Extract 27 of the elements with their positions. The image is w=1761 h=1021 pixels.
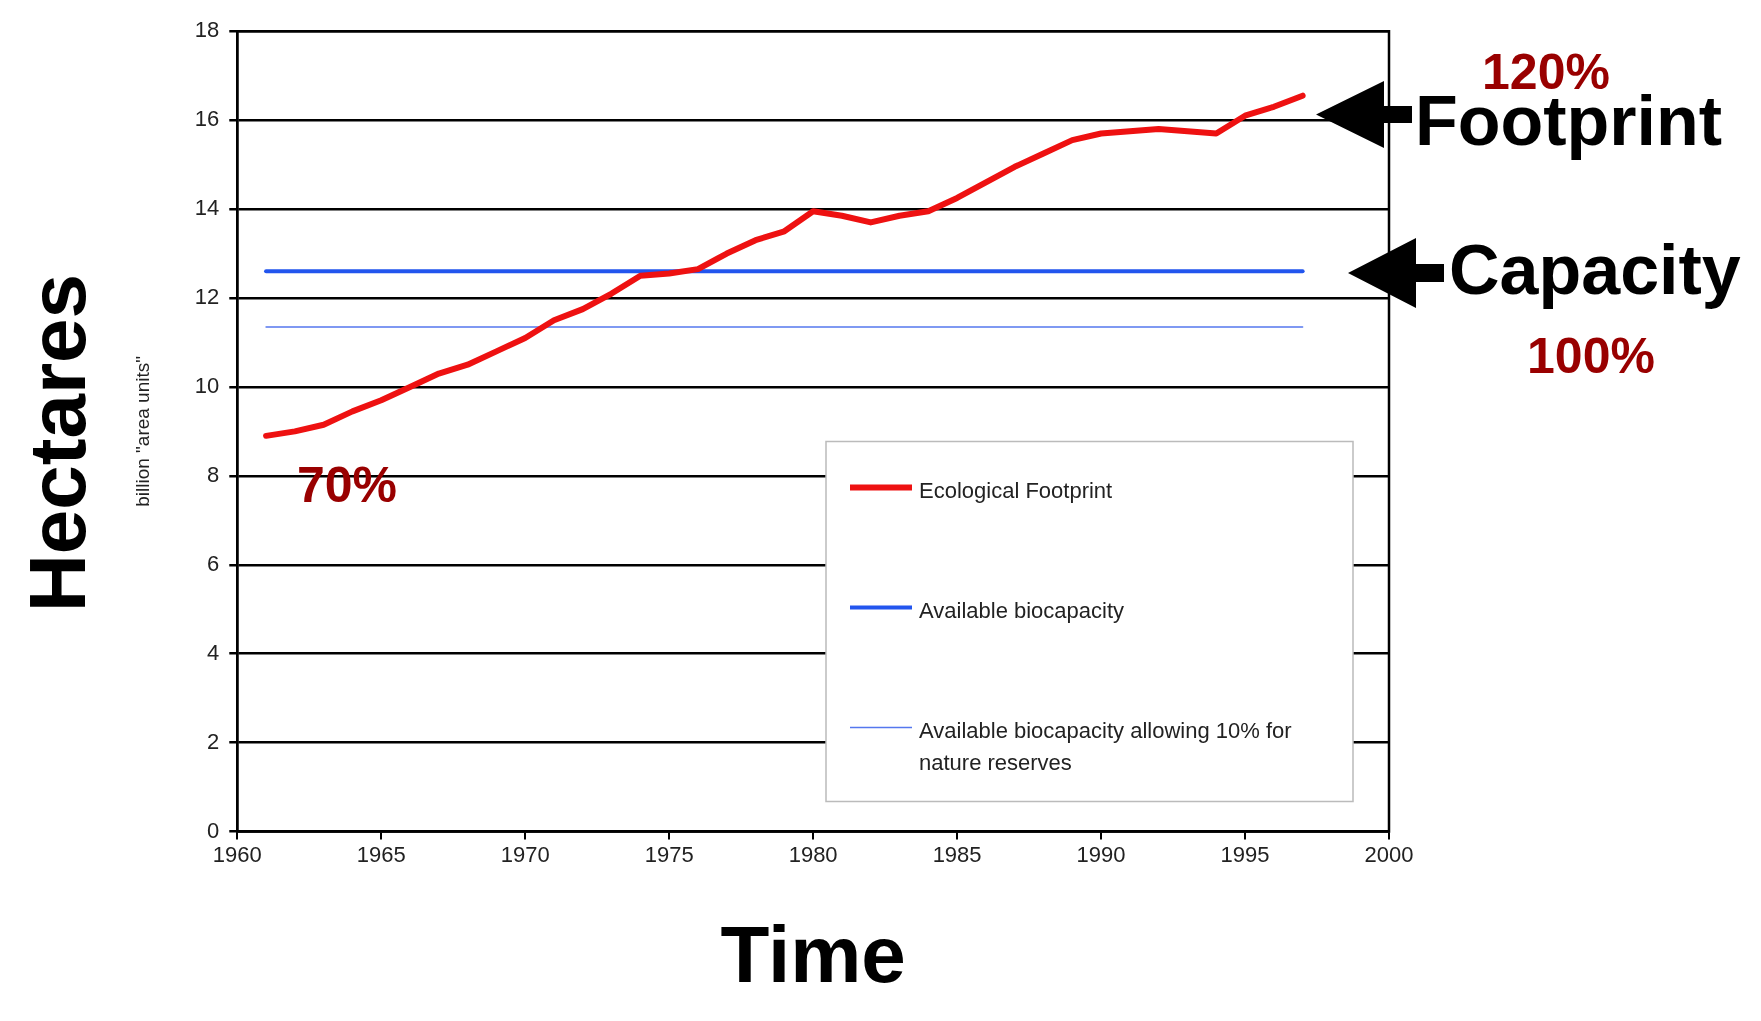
y-tick-label: 12 — [194, 284, 220, 310]
y-tick-label: 6 — [207, 550, 220, 576]
x-tick-label: 1995 — [1220, 841, 1270, 867]
text: Capacity — [1449, 231, 1741, 309]
y-tick-label: 18 — [194, 17, 220, 43]
y-tick-label: 8 — [207, 461, 220, 487]
x-axis-title: Time — [720, 910, 906, 1000]
y-tick-label: 4 — [207, 639, 220, 665]
x-tick-label: 1965 — [356, 841, 406, 867]
y-axis-title: billion "area units" — [131, 356, 153, 507]
y-tick-label: 16 — [194, 106, 220, 132]
y-tick-label: 14 — [194, 195, 220, 221]
x-tick-label: 1960 — [212, 841, 262, 867]
y-tick-label: 2 — [207, 728, 220, 754]
legend-label: Ecological Footprint — [919, 477, 1113, 503]
y-tick-label: 10 — [194, 373, 220, 398]
x-tick-label: 1990 — [1076, 841, 1126, 867]
x-tick-label: 1970 — [500, 841, 550, 867]
text: 100% — [1527, 328, 1655, 384]
x-tick-label: 1985 — [932, 841, 982, 867]
x-tick-label: 1975 — [644, 841, 694, 867]
text: Hectares — [13, 273, 103, 613]
x-tick-label: 1980 — [788, 841, 838, 867]
legend-label: Available biocapacity — [919, 597, 1125, 623]
legend-label: Available biocapacity allowing 10% for nature reserves — [919, 717, 1292, 775]
x-tick-label: 2000 — [1364, 841, 1414, 867]
y-tick-label: 0 — [207, 817, 220, 843]
